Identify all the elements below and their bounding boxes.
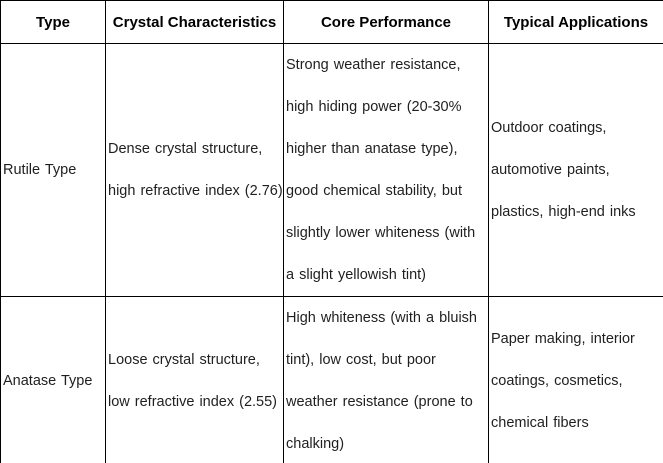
- column-header-core-performance: Core Performance: [283, 0, 489, 44]
- column-header-crystal-characteristics: Crystal Characteristics: [105, 0, 284, 44]
- cell-anatase-core-performance: High whiteness (with a bluish tint), low…: [283, 296, 489, 463]
- table-row-rutile: Rutile Type Dense crystal structure, hig…: [0, 43, 663, 297]
- cell-rutile-type: Rutile Type: [0, 43, 106, 297]
- header-row: Type Crystal Characteristics Core Perfor…: [0, 0, 663, 44]
- cell-rutile-crystal-characteristics: Dense crystal structure, high refractive…: [105, 43, 284, 297]
- cell-anatase-crystal-characteristics: Loose crystal structure, low refractive …: [105, 296, 284, 463]
- cell-rutile-typical-applications: Outdoor coatings, automotive paints, pla…: [488, 43, 663, 297]
- column-header-type: Type: [0, 0, 106, 44]
- cell-anatase-type: Anatase Type: [0, 296, 106, 463]
- column-header-typical-applications: Typical Applications: [488, 0, 663, 44]
- cell-rutile-core-performance: Strong weather resistance, high hiding p…: [283, 43, 489, 297]
- table-row-anatase: Anatase Type Loose crystal structure, lo…: [0, 296, 663, 463]
- cell-anatase-typical-applications: Paper making, interior coatings, cosmeti…: [488, 296, 663, 463]
